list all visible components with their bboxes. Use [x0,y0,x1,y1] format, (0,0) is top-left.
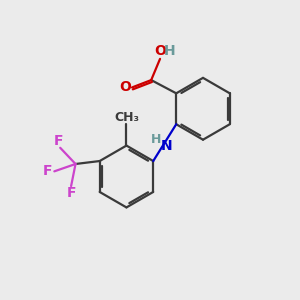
Text: CH₃: CH₃ [114,110,139,124]
Text: F: F [66,185,76,200]
Text: N: N [160,139,172,153]
Text: H: H [151,133,161,146]
Text: O: O [154,44,166,58]
Text: F: F [43,164,52,178]
Text: H: H [164,44,175,58]
Text: F: F [54,134,64,148]
Text: O: O [120,80,131,94]
